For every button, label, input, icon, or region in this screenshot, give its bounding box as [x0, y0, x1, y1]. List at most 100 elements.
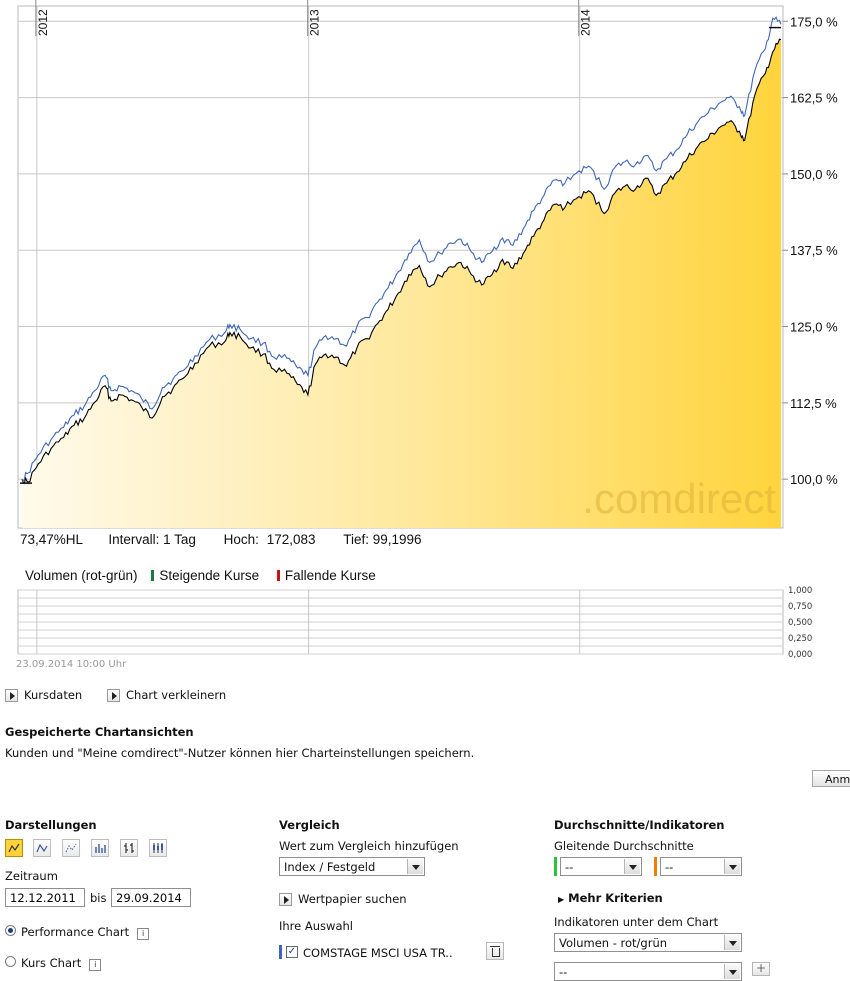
low-value: Tief: 99,1996	[343, 532, 422, 547]
trash-icon[interactable]	[486, 942, 504, 960]
candlestick-chart-icon	[153, 843, 163, 853]
line-chart-type-button[interactable]	[5, 839, 23, 857]
play-icon	[279, 893, 292, 906]
vergleich-select-value: Index / Festgeld	[284, 860, 376, 874]
chart-stats: 73,47%HL Intervall: 1 Tag Hoch: 172,083 …	[20, 532, 422, 547]
last-value-marks	[20, 26, 781, 484]
chart-axes: 100,0 % 112,5 % 125,0 % 137,5 % 150,0 % 162,5…	[35, 0, 838, 487]
ma1-color-swatch	[554, 857, 557, 876]
caret-right-icon: ▶	[558, 895, 565, 904]
vergleich-add-label: Wert zum Vergleich hinzufügen	[279, 839, 459, 853]
line-chart-alt-icon	[36, 843, 48, 853]
moving-average-1-select[interactable]: --	[560, 857, 642, 876]
volume-tick-label: 0,750	[788, 602, 812, 612]
y-tick-label: 112,5 %	[790, 396, 837, 411]
chevron-down-icon	[724, 964, 740, 979]
chevron-down-icon	[724, 935, 740, 950]
info-icon[interactable]: i	[137, 928, 150, 940]
candlestick-chart-type-button[interactable]	[149, 839, 167, 857]
gleitende-label: Gleitende Durchschnitte	[554, 839, 694, 853]
high-label: Hoch:	[223, 532, 259, 547]
kursdaten-label: Kursdaten	[24, 688, 83, 702]
date-to-input[interactable]	[111, 888, 191, 907]
performance-chart-radio[interactable]	[5, 925, 16, 936]
indikatoren-title: Durchschnitte/Indikatoren	[554, 818, 725, 832]
moving-average-2-select[interactable]: --	[660, 857, 742, 876]
mehr-kriterien-link[interactable]: ▶ Mehr Kriterien	[558, 891, 663, 905]
kurs-chart-label: Kurs Chart	[21, 956, 82, 970]
comdirect-watermark: .comdirect	[582, 475, 776, 522]
volume-tick-label: 0,250	[788, 634, 812, 644]
legend-up-label: Steigende Kurse	[159, 568, 260, 583]
comparison-line-series	[21, 16, 782, 482]
selection-item-label: COMSTAGE MSCI USA TR..	[303, 946, 453, 960]
dot-chart-icon	[65, 843, 77, 853]
darstellungen-title: Darstellungen	[5, 818, 97, 832]
year-label: 2014	[579, 9, 593, 36]
year-label: 2012	[36, 9, 50, 36]
volume-tick-label: 0,500	[788, 618, 812, 628]
indikatoren-unter-label: Indikatoren unter dem Chart	[554, 915, 719, 929]
year-label: 2013	[308, 9, 322, 36]
indicator-below-value: Volumen - rot/grün	[559, 936, 668, 950]
ma2-color-swatch	[654, 857, 657, 876]
ma2-value: --	[665, 860, 674, 874]
volume-chart: 1,000 0,750 0,500 0,250 0,000	[17, 586, 812, 660]
info-icon[interactable]: i	[89, 959, 102, 971]
y-tick-label: 150,0 %	[790, 167, 838, 182]
performance-chart-option: Performance Chart i	[21, 925, 150, 940]
price-line-series	[21, 38, 782, 485]
y-tick-label: 100,0 %	[790, 472, 838, 487]
play-icon	[107, 689, 120, 702]
mehr-kriterien-label: Mehr Kriterien	[568, 891, 663, 905]
interval-value: Intervall: 1 Tag	[108, 532, 196, 547]
y-tick-label: 125,0 %	[790, 320, 838, 335]
selection-color-swatch	[279, 945, 282, 959]
bar-chart-type-button[interactable]	[91, 839, 109, 857]
add-indicator-button[interactable]: +	[752, 962, 770, 976]
y-tick-label: 175,0 %	[790, 14, 838, 29]
chart-timestamp: 23.09.2014 10:00 Uhr	[16, 659, 127, 670]
wertpapier-suchen-label: Wertpapier suchen	[298, 892, 407, 906]
auswahl-label: Ihre Auswahl	[279, 919, 353, 933]
bis-label: bis	[90, 891, 107, 905]
selection-checkbox[interactable]: ✓	[286, 946, 298, 958]
volume-legend: Volumen (rot-grün) Steigende Kurse Falle…	[25, 568, 376, 583]
chevron-down-icon	[624, 859, 640, 874]
kursdaten-link[interactable]: Kursdaten	[5, 688, 82, 702]
kurs-chart-radio[interactable]	[5, 956, 16, 967]
y-tick-label: 162,5 %	[790, 91, 838, 106]
ohlc-chart-icon	[124, 843, 134, 853]
saved-views-description: Kunden und "Meine comdirect"-Nutzer könn…	[5, 746, 475, 760]
volume-legend-title: Volumen (rot-grün)	[25, 568, 138, 583]
chart-verkleinern-label: Chart verkleinern	[126, 688, 227, 702]
chevron-down-icon	[724, 859, 740, 874]
indicator-below-2-select[interactable]: --	[554, 962, 742, 981]
vergleich-select[interactable]: Index / Festgeld	[279, 857, 425, 876]
volume-grid: 1,000 0,750 0,500 0,250 0,000	[17, 586, 812, 660]
play-icon	[5, 689, 18, 702]
line-chart-alt-type-button[interactable]	[33, 839, 51, 857]
indicator-below-2-value: --	[559, 965, 568, 979]
high-value: 172,083	[266, 532, 316, 547]
legend-down-label: Fallende Kurse	[284, 568, 376, 583]
dot-chart-type-button[interactable]	[62, 839, 80, 857]
vergleich-title: Vergleich	[279, 818, 340, 832]
line-chart-icon	[8, 843, 20, 853]
performance-value: 73,47%HL	[20, 532, 83, 547]
performance-chart: .comdirect 100,0 %112,5 %125,0 %137,5 %1…	[17, 0, 838, 529]
ma1-value: --	[565, 860, 574, 874]
bar-chart-icon	[95, 844, 106, 853]
date-from-input[interactable]	[5, 888, 85, 907]
chevron-down-icon	[407, 859, 423, 874]
anmelden-button[interactable]: Anm	[812, 770, 850, 787]
indicator-below-select[interactable]: Volumen - rot/grün	[554, 933, 742, 952]
performance-chart-label: Performance Chart	[21, 925, 130, 939]
ohlc-chart-type-button[interactable]	[120, 839, 138, 857]
chart-verkleinern-link[interactable]: Chart verkleinern	[107, 688, 226, 702]
kurs-chart-option: Kurs Chart i	[21, 956, 102, 971]
volume-tick-label: 0,000	[788, 650, 812, 660]
price-area-fill	[22, 39, 781, 528]
wertpapier-suchen-link[interactable]: Wertpapier suchen	[279, 892, 407, 906]
y-tick-label: 137,5 %	[790, 243, 838, 258]
